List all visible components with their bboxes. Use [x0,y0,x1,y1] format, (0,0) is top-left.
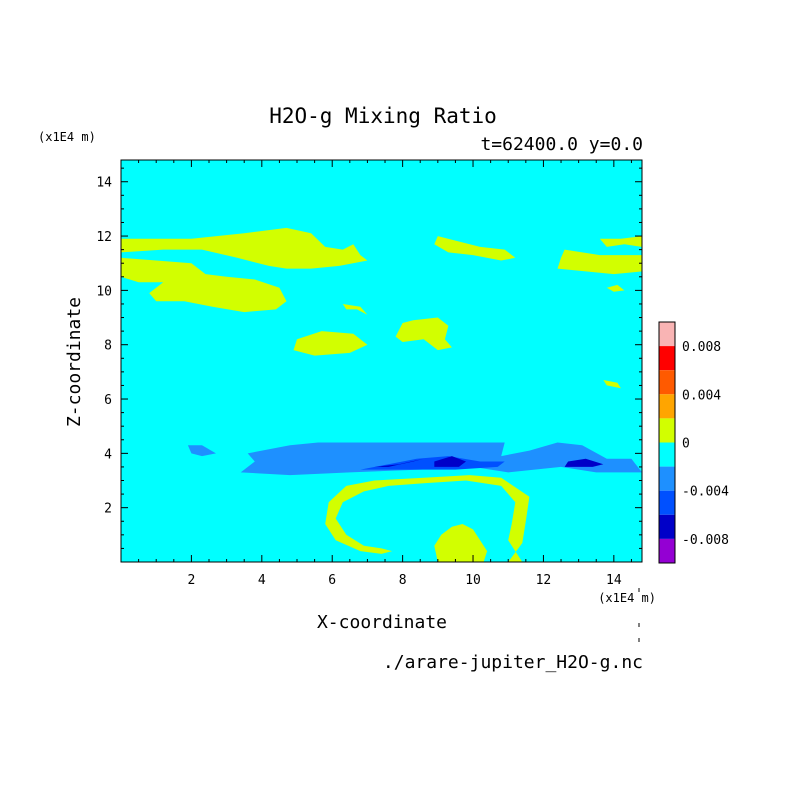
contour-region [434,524,488,562]
contour-region [121,257,287,313]
colorbar-label: -0.004 [682,485,729,500]
colorbar-swatch [659,442,675,467]
contour-region [360,456,505,470]
y-tick-label: 2 [104,502,112,517]
contour-region [603,380,621,389]
colorbar-swatch [659,514,675,539]
contour-region [187,445,216,457]
colorbar-label: 0.008 [682,340,721,355]
x-tick-label: 10 [465,573,481,588]
colorbar-swatch [659,322,675,347]
contour-region [395,317,452,351]
x-tick-label: 4 [258,573,266,588]
colorbar-swatch [659,538,675,563]
contour-region [325,475,530,562]
y-tick-label: 12 [96,230,112,245]
contour-region [342,304,368,315]
y-tick-label: 14 [96,176,112,191]
x-unit-label: (x1E4 m) [598,591,656,605]
chart-title: H2O-g Mixing Ratio [269,104,497,128]
y-tick-label: 10 [96,284,112,299]
x-tick-label: 12 [536,573,552,588]
colorbar-label: 0 [682,437,690,452]
colorbar-label: -0.008 [682,533,729,548]
x-tick-label: 8 [399,573,407,588]
x-tick-label: 14 [606,573,622,588]
contour-region [599,236,642,247]
y-unit-label: (x1E4 m) [38,130,96,144]
contour-region [121,227,368,269]
contour-region [606,284,625,292]
y-axis-label: Z-coordinate [64,297,85,427]
colorbar-swatch [659,418,675,443]
contour-region [434,456,466,467]
x-axis-label: X-coordinate [317,612,447,633]
x-tick-label: 6 [328,573,336,588]
chart-subtitle: t=62400.0 y=0.0 [480,134,643,155]
colorbar-swatch [659,394,675,419]
plot-frame [120,159,643,563]
source-file-label: ./arare-jupiter_H2O-g.nc [383,652,643,673]
y-tick-label: 8 [104,339,112,354]
colorbar-swatch [659,490,675,515]
y-tick-label: 4 [104,447,112,462]
colorbar-swatch [659,346,675,371]
contour-region [434,236,516,261]
axis-ticks: 2 4 6 8 10 12 14 2 4 6 8 10 12 14 [96,160,642,588]
colorbar-label: 0.004 [682,388,721,403]
plot-area [120,159,643,563]
colorbar-swatch [659,466,675,491]
plot-background [121,160,642,562]
colorbar-swatch [659,370,675,395]
contour-region [293,331,368,356]
contour-region [564,458,604,467]
colorbar: 0.008 0.004 0 -0.004 -0.008 [658,321,729,564]
colorbar-frame [658,321,676,564]
contour-region [557,249,642,275]
y-tick-label: 6 [104,393,112,408]
x-tick-label: 2 [187,573,195,588]
